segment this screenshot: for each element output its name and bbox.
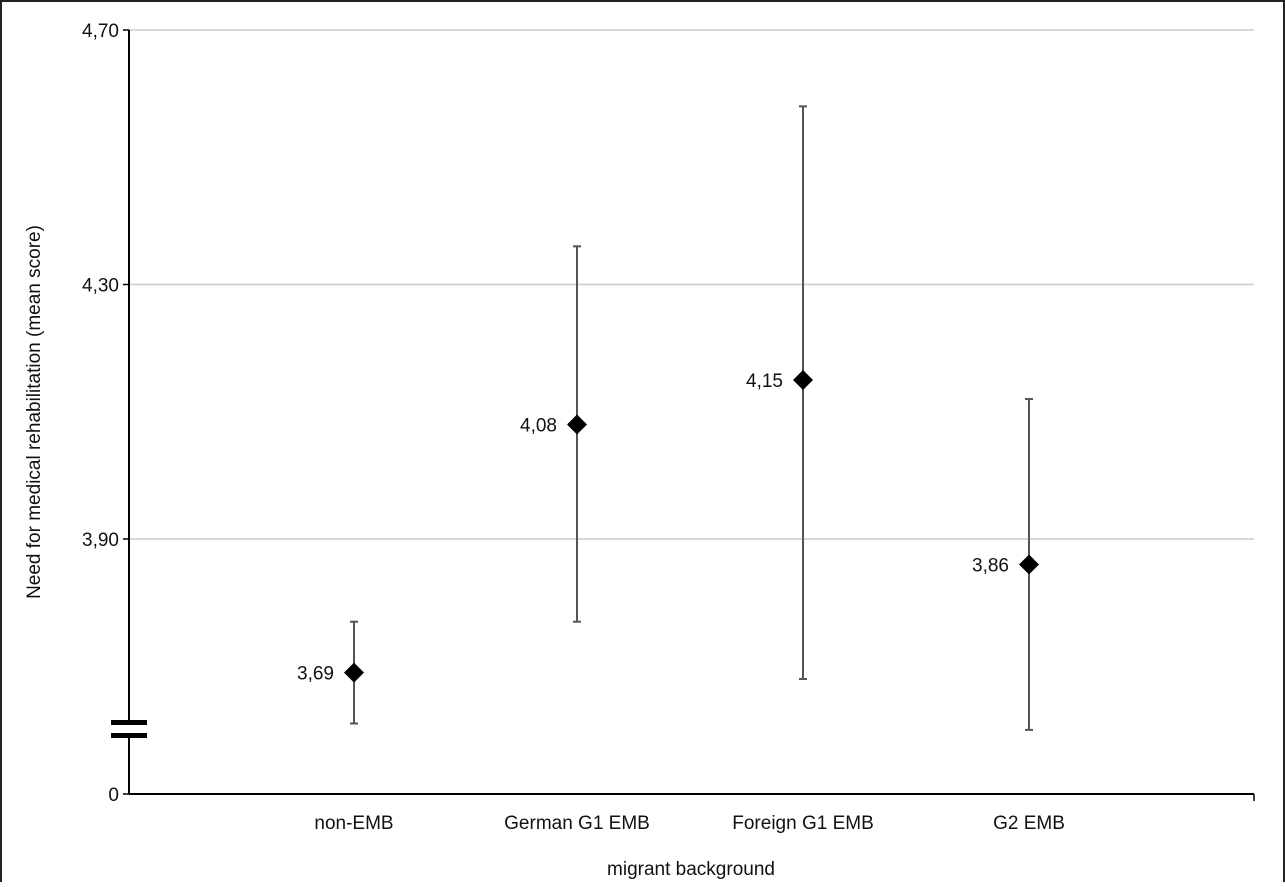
x-category-label: Foreign G1 EMB xyxy=(732,813,874,834)
axis-break-symbol xyxy=(111,720,147,738)
y-tick-labels: 4,70 4,30 3,90 0 xyxy=(82,21,119,806)
y-tick-label: 4,70 xyxy=(82,21,119,42)
data-point-marker xyxy=(344,662,364,683)
data-labels: 3,69 4,08 4,15 3,86 xyxy=(297,371,1009,685)
data-label: 4,08 xyxy=(520,415,557,436)
data-label: 3,69 xyxy=(297,664,334,685)
x-category-label: German G1 EMB xyxy=(504,813,650,834)
y-tick-label: 3,90 xyxy=(82,530,119,551)
y-tick-label: 0 xyxy=(108,785,119,806)
gridlines xyxy=(129,29,1254,540)
x-category-labels: non-EMB German G1 EMB Foreign G1 EMB G2 EMB xyxy=(314,813,1065,834)
data-label: 3,86 xyxy=(972,555,1009,576)
axis-break-bar xyxy=(111,733,147,738)
x-axis-title: migrant background xyxy=(607,859,775,880)
axis-break-bar xyxy=(111,720,147,725)
data-points xyxy=(344,369,1039,683)
x-category-label: G2 EMB xyxy=(993,813,1065,834)
data-point-marker xyxy=(567,414,587,435)
data-point-marker xyxy=(1019,554,1039,575)
y-tick-label: 4,30 xyxy=(82,276,119,297)
y-axis-title: Need for medical rehabilitation (mean sc… xyxy=(24,225,45,599)
error-bars xyxy=(350,105,1033,731)
x-category-label: non-EMB xyxy=(314,813,393,834)
axes xyxy=(111,29,1255,801)
error-bar xyxy=(799,105,807,680)
data-point-marker xyxy=(793,369,813,390)
data-label: 4,15 xyxy=(746,371,783,392)
